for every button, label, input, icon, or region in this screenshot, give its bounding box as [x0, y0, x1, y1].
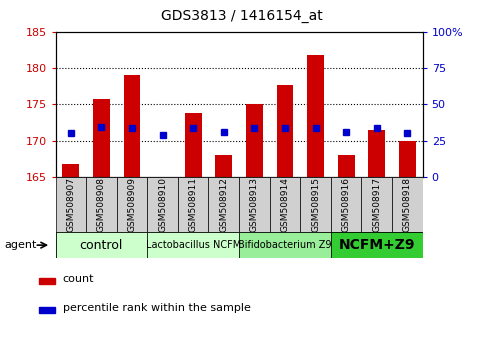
- Bar: [239, 177, 270, 232]
- Text: GSM508908: GSM508908: [97, 177, 106, 232]
- Bar: [246, 104, 263, 177]
- Bar: [56, 232, 147, 258]
- Bar: [392, 177, 423, 232]
- Bar: [117, 177, 147, 232]
- Text: GSM508910: GSM508910: [158, 177, 167, 232]
- Text: GSM508917: GSM508917: [372, 177, 381, 232]
- Bar: [154, 177, 171, 182]
- Text: Lactobacillus NCFM: Lactobacillus NCFM: [145, 240, 241, 250]
- Bar: [239, 232, 331, 258]
- Bar: [147, 232, 239, 258]
- Bar: [147, 177, 178, 232]
- Bar: [307, 55, 324, 177]
- Bar: [62, 164, 79, 177]
- Bar: [369, 130, 385, 177]
- Bar: [338, 155, 355, 177]
- Bar: [300, 177, 331, 232]
- Bar: [185, 113, 201, 177]
- Text: agent: agent: [4, 240, 37, 250]
- Text: GSM508911: GSM508911: [189, 177, 198, 232]
- Text: control: control: [80, 239, 123, 252]
- Text: GSM508918: GSM508918: [403, 177, 412, 232]
- Bar: [277, 85, 293, 177]
- Text: GSM508915: GSM508915: [311, 177, 320, 232]
- Bar: [399, 141, 416, 177]
- Bar: [361, 177, 392, 232]
- Bar: [93, 99, 110, 177]
- Text: GSM508914: GSM508914: [281, 177, 289, 232]
- Bar: [178, 177, 209, 232]
- Bar: [215, 155, 232, 177]
- Bar: [209, 177, 239, 232]
- Text: GSM508913: GSM508913: [250, 177, 259, 232]
- Text: NCFM+Z9: NCFM+Z9: [339, 238, 415, 252]
- Text: GSM508916: GSM508916: [341, 177, 351, 232]
- Text: percentile rank within the sample: percentile rank within the sample: [63, 303, 251, 313]
- Bar: [270, 177, 300, 232]
- Text: GDS3813 / 1416154_at: GDS3813 / 1416154_at: [161, 9, 322, 23]
- Bar: [331, 232, 423, 258]
- Bar: [56, 177, 86, 232]
- Text: Bifidobacterium Z9: Bifidobacterium Z9: [238, 240, 332, 250]
- Bar: [86, 177, 117, 232]
- Bar: [39, 278, 55, 284]
- Text: GSM508907: GSM508907: [66, 177, 75, 232]
- Bar: [331, 177, 361, 232]
- Text: GSM508909: GSM508909: [128, 177, 137, 232]
- Bar: [39, 307, 55, 313]
- Bar: [124, 75, 141, 177]
- Text: GSM508912: GSM508912: [219, 177, 228, 232]
- Text: count: count: [63, 274, 94, 285]
